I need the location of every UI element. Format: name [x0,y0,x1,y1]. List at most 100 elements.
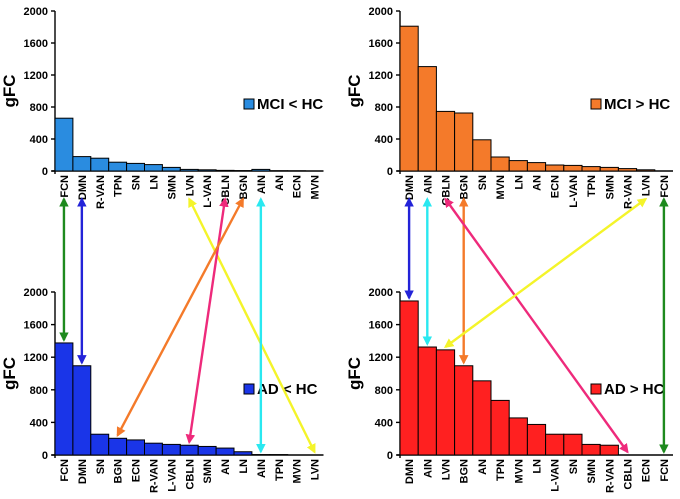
y-tick-label: 1200 [369,352,393,364]
category-label: R-VAN [604,459,616,493]
legend-swatch [243,98,255,110]
bar-bgn [454,365,474,456]
category-label: AIN [422,459,434,478]
bar-ecn [545,164,565,172]
category-label: CBLN [623,459,635,490]
category-label: BGN [459,459,471,484]
category-label: R-VAN [623,175,635,209]
y-tick-label: 1200 [24,70,48,82]
bar-fcn [54,342,74,456]
y-tick-label: 0 [42,166,48,178]
category-label: R-VAN [95,175,107,209]
bar-tpn [581,166,601,172]
category-label: AIN [422,175,434,194]
bar-r-van [144,442,163,456]
category-label: MVN [495,175,507,200]
bar-sn [90,433,110,456]
y-tick-label: 0 [387,450,393,462]
bar-ain [251,168,271,172]
legend-swatch [243,383,255,395]
category-label: LVN [641,175,653,196]
bar-dmn [72,156,92,172]
category-label: ECN [550,175,562,198]
category-label: AIN [256,175,268,194]
y-tick-label: 1200 [369,70,393,82]
bar-smn [197,445,217,456]
category-label: CBLN [220,175,232,206]
bar-dmn [399,300,419,456]
category-label: TPN [586,175,598,197]
category-label: L-VAN [568,175,580,208]
category-label: LVN [310,459,322,480]
bar-lvn [435,349,456,456]
category-label: DMN [77,459,89,484]
y-tick-label: 1200 [24,352,48,364]
bar-lvn [636,169,656,172]
bar-an [215,447,235,456]
category-label: ECN [292,175,304,198]
category-label: TPN [495,459,507,481]
y-tick-label: 0 [42,450,48,462]
category-label: BGN [113,459,125,484]
category-label: LVN [184,175,196,196]
legend-label: MCI > HC [604,96,670,113]
legend-label: MCI < HC [257,96,323,113]
bar-ln [526,423,547,456]
bar-l-van [563,164,583,172]
bar-ain [417,346,437,456]
category-label: SN [131,175,143,190]
bar-ln [233,451,253,456]
bar-dmn [72,365,92,456]
bar-ln [144,164,163,172]
category-label: AN [477,459,489,475]
category-label: DMN [404,175,416,200]
category-label: R-VAN [148,459,160,493]
bar-sn [472,139,492,172]
category-label: MVN [292,459,304,484]
category-label: FCN [59,459,71,482]
category-label: LN [238,459,250,474]
category-label: DMN [404,459,416,484]
bar-sn [563,433,583,456]
connector-arrow-lvn [188,197,316,454]
bar-ecn [126,439,145,456]
y-tick-label: 400 [375,134,393,146]
category-label: LN [532,459,544,474]
category-label: LVN [441,459,453,480]
y-axis-title: gFC [0,74,19,107]
y-tick-label: 2000 [24,287,48,299]
category-label: BGN [459,175,471,200]
y-tick-label: 0 [387,166,393,178]
category-label: MVN [310,175,322,200]
category-label: AN [532,175,544,191]
category-label: SN [95,459,107,474]
bar-ln [508,160,528,172]
bar-l-van [545,433,565,456]
category-label: FCN [659,175,671,198]
bar-bgn [454,112,474,172]
panel-ad-gt-hc: 0 400 800 1200 1600 2000 gFC DMN AIN LVN BGN AN TPN M… [345,287,673,493]
category-label: L-VAN [166,459,178,492]
bar-cbln [215,169,235,172]
bar-smn [161,166,181,172]
bar-r-van [599,444,619,456]
bar-an [526,162,547,172]
panel-mci-lt-hc: 0 400 800 1200 1600 2000 gFC FCN DMN R-VAN TPN SN LN… [0,6,324,209]
bar-l-van [197,169,217,172]
connector-arrow-bgn [116,197,245,437]
category-label: ECN [641,459,653,482]
y-axis-title: gFC [345,74,364,107]
y-tick-label: 400 [30,417,48,429]
y-axis-title: gFC [0,357,19,390]
y-tick-label: 2000 [369,287,393,299]
y-tick-label: 2000 [24,6,48,18]
bar-r-van [617,168,638,172]
connector-arrow-lvn [443,197,648,349]
bar-tpn [108,161,128,172]
y-axis-title: gFC [345,357,364,390]
bar-ain [417,66,437,172]
category-label: L-VAN [550,459,562,492]
category-label: TPN [113,175,125,197]
